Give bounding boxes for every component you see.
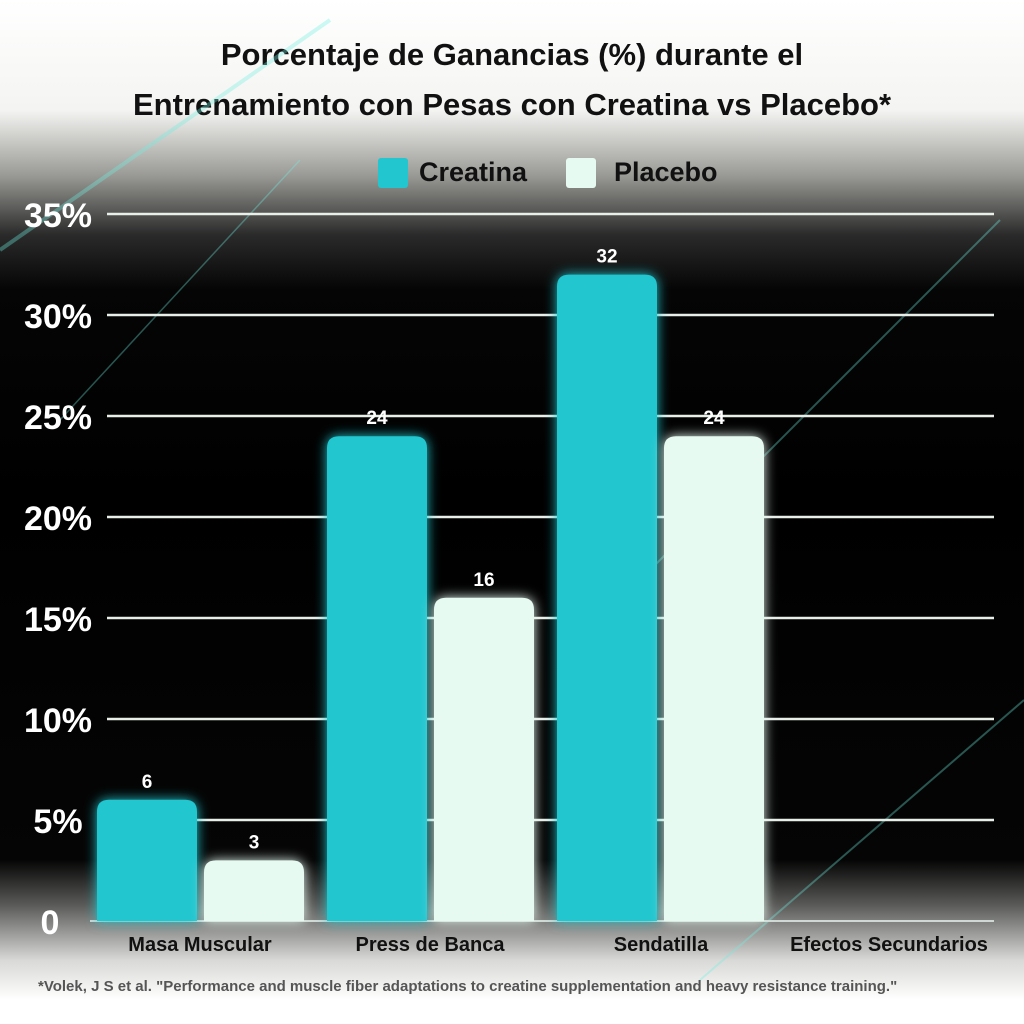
data-label: 16: [473, 570, 494, 591]
y-tick-label: 20%: [24, 500, 92, 538]
title-line-1: Porcentaje de Ganancias (%) durante el: [220, 37, 804, 72]
data-label: 3: [249, 832, 260, 853]
x-tick-label: Sendatilla: [614, 934, 709, 956]
y-tick-label: 30%: [24, 298, 92, 336]
y-tick-label: 15%: [24, 601, 92, 639]
data-label: 24: [366, 408, 388, 429]
legend-swatch-creatina: [378, 158, 408, 188]
bar-creatina: [327, 436, 427, 921]
y-tick-label: 25%: [24, 399, 92, 437]
footnote: *Volek, J S et al. "Performance and musc…: [38, 978, 898, 995]
x-tick-label: Press de Banca: [356, 934, 506, 956]
legend-label-creatina: Creatina: [419, 157, 528, 187]
y-tick-label: 0: [41, 904, 60, 942]
bar-placebo: [664, 436, 764, 921]
legend-swatch-placebo: [566, 158, 596, 188]
chart-title: Porcentaje de Ganancias (%) durante el E…: [0, 30, 1024, 130]
bar-creatina: [557, 274, 657, 922]
data-label: 6: [142, 772, 153, 793]
y-tick-label: 5%: [33, 803, 82, 841]
y-tick-label: 35%: [24, 197, 92, 235]
bar-creatina: [97, 799, 197, 921]
x-tick-label: Masa Muscular: [128, 934, 272, 956]
data-label: 24: [703, 408, 725, 429]
y-tick-label: 10%: [24, 702, 92, 740]
bar-placebo: [204, 860, 304, 921]
bar-placebo: [434, 597, 534, 921]
legend-label-placebo: Placebo: [614, 157, 718, 187]
data-label: 32: [596, 247, 617, 268]
x-tick-label: Efectos Secundarios: [790, 934, 988, 956]
title-line-2: Entrenamiento con Pesas con Creatina vs …: [132, 87, 892, 122]
